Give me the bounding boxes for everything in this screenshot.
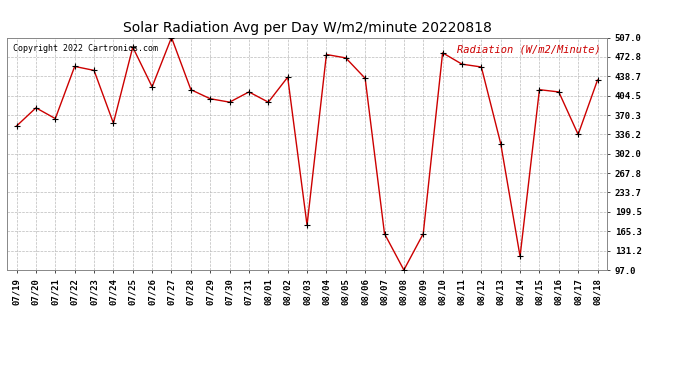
Text: Copyright 2022 Cartronics.com: Copyright 2022 Cartronics.com — [13, 45, 158, 54]
Text: Radiation (W/m2/Minute): Radiation (W/m2/Minute) — [457, 45, 601, 54]
Title: Solar Radiation Avg per Day W/m2/minute 20220818: Solar Radiation Avg per Day W/m2/minute … — [123, 21, 491, 35]
